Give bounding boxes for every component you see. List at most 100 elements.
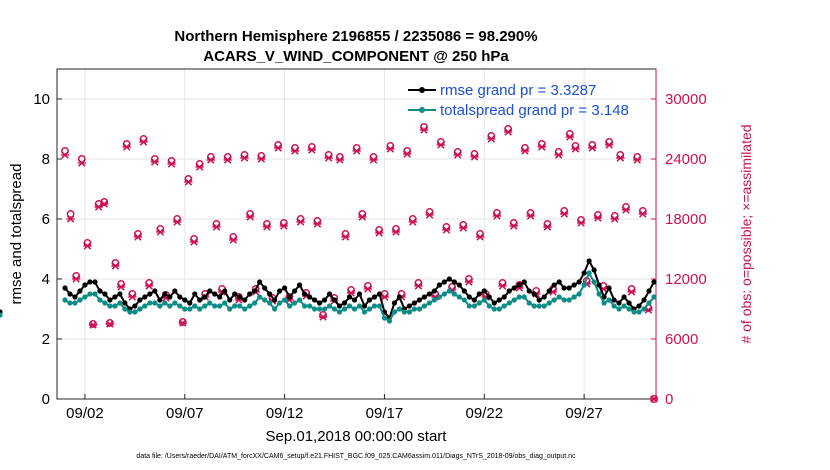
obs-assimilated-marker — [60, 151, 70, 159]
series-point — [361, 309, 368, 315]
obs-assimilated-marker — [105, 320, 115, 328]
series-point — [292, 300, 298, 306]
legend-marker-totalspread — [419, 107, 425, 113]
obs-assimilated-marker — [391, 228, 401, 236]
x-tick-label: 09/02 — [66, 405, 104, 422]
series-point — [67, 300, 73, 306]
series-point — [501, 294, 507, 300]
obs-assimilated-marker — [279, 222, 288, 230]
series-point — [346, 294, 353, 300]
obs-assimilated-marker — [335, 156, 345, 164]
series-point — [82, 282, 88, 288]
series-point — [202, 303, 208, 309]
series-point — [376, 291, 383, 297]
y-right-tick-label: 30000 — [665, 91, 707, 108]
obs-assimilated-marker — [475, 233, 485, 241]
series-point — [296, 297, 303, 303]
series-point — [341, 300, 348, 306]
series-point — [247, 303, 253, 309]
series-point — [72, 300, 78, 306]
obs-assimilated-marker — [442, 226, 451, 234]
obs-count-markers — [60, 123, 659, 403]
obs-assimilated-marker — [100, 200, 109, 208]
series-point — [516, 282, 522, 288]
series-point — [411, 300, 418, 306]
series-point — [132, 303, 138, 309]
series-point — [316, 300, 323, 306]
series-point — [616, 306, 622, 312]
series-point — [606, 285, 612, 291]
series-point — [381, 315, 388, 321]
series-point — [227, 306, 233, 312]
obs-assimilated-marker — [189, 238, 199, 246]
obs-assimilated-marker — [492, 212, 502, 220]
series-point — [172, 300, 178, 306]
series-point — [162, 291, 168, 297]
series-point — [456, 294, 462, 300]
series-point — [87, 279, 93, 285]
legend-marker-rmse — [419, 87, 425, 93]
obs-assimilated-marker — [77, 159, 87, 167]
series-point — [621, 303, 627, 309]
series-point — [172, 288, 178, 294]
series-point — [636, 303, 642, 309]
series-point — [182, 306, 188, 312]
series-point — [366, 306, 373, 312]
series-point — [371, 294, 378, 300]
y-axis-left-label: rmse and totalspread — [8, 164, 25, 305]
obs-assimilated-marker — [172, 218, 182, 226]
series-point — [282, 297, 288, 303]
obs-assimilated-marker — [358, 213, 367, 221]
series-point — [137, 306, 143, 312]
obs-assimilated-marker — [487, 135, 496, 143]
y-axis-right-label: # of obs: o=possible; ×=assimilated — [738, 124, 754, 343]
obs-assimilated-marker — [571, 145, 580, 153]
series-point — [157, 297, 163, 303]
series-point — [451, 279, 457, 285]
series-point — [521, 294, 527, 300]
series-point — [591, 267, 597, 273]
series-point — [476, 300, 482, 306]
series-point — [92, 279, 98, 285]
series-point — [561, 297, 567, 303]
obs-assimilated-marker — [313, 220, 322, 228]
series-point — [511, 285, 517, 291]
obs-assimilated-marker — [352, 147, 361, 155]
obs-assimilated-marker — [122, 143, 131, 151]
series-point — [212, 291, 218, 297]
series-point — [391, 300, 398, 306]
obs-assimilated-marker — [307, 146, 317, 154]
series-point — [651, 294, 657, 300]
series-point — [77, 297, 83, 303]
series-point — [232, 291, 238, 297]
series-point — [122, 306, 128, 312]
series-point — [581, 282, 587, 288]
series-point — [222, 288, 228, 294]
legend-label-totalspread: totalspread grand pr = 3.148 — [440, 102, 629, 119]
series-point — [446, 276, 452, 282]
series-point — [396, 306, 403, 312]
series-point — [102, 291, 108, 297]
series-point — [202, 294, 208, 300]
series-point — [401, 309, 408, 315]
series-point — [331, 306, 338, 312]
obs-assimilated-marker — [649, 395, 659, 403]
obs-assimilated-marker — [88, 321, 98, 329]
obs-assimilated-marker — [464, 278, 474, 286]
obs-assimilated-marker — [229, 236, 238, 244]
obs-assimilated-marker — [341, 233, 350, 241]
series-point — [471, 303, 477, 309]
obs-assimilated-marker — [290, 147, 300, 155]
series-point — [506, 300, 512, 306]
series-point — [501, 303, 507, 309]
series-point — [651, 279, 657, 285]
series-point — [491, 306, 497, 312]
series-point — [177, 294, 183, 300]
series-point — [232, 303, 238, 309]
series-point — [356, 291, 363, 297]
obs-assimilated-marker — [537, 143, 547, 151]
series-point — [516, 294, 522, 300]
obs-assimilated-marker — [83, 242, 92, 250]
series-point — [571, 282, 577, 288]
series-point — [466, 303, 472, 309]
